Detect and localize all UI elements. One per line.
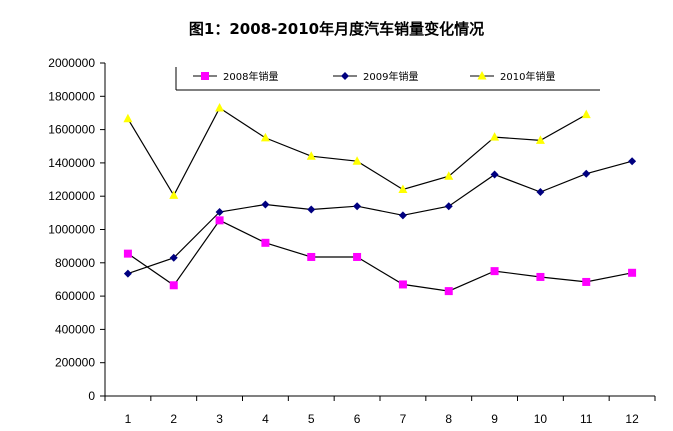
series-3-point <box>352 156 362 165</box>
series-3-point <box>490 132 500 141</box>
y-tick-label: 1400000 <box>48 156 95 170</box>
legend-label-1: 2008年销量 <box>223 70 278 83</box>
series-1-point <box>353 252 362 261</box>
series-3-point <box>306 151 316 160</box>
legend-marker-2 <box>341 72 349 80</box>
series-1-point <box>261 238 270 247</box>
series-1-point <box>628 268 637 277</box>
series-line-2 <box>127 160 633 275</box>
series-3-point <box>581 109 591 119</box>
series-line-3 <box>127 107 587 197</box>
y-tick-label: 1200000 <box>48 189 95 203</box>
series-3-point <box>215 102 225 112</box>
legend: 2008年销量 2009年销量 2010年销量 <box>175 67 600 91</box>
x-tick-label: 4 <box>262 412 269 426</box>
x-tick-label: 11 <box>580 412 593 426</box>
series-2-point <box>215 208 224 217</box>
series-2-point <box>261 200 270 209</box>
x-tick-label: 8 <box>445 412 452 426</box>
x-tick-label: 1 <box>125 412 132 426</box>
x-tick-label: 12 <box>625 412 639 426</box>
legend-marker-1 <box>201 72 209 80</box>
series-2-point <box>582 169 591 178</box>
series-1-point <box>215 216 224 225</box>
series-2-point <box>123 269 132 278</box>
series-line-1 <box>127 219 633 292</box>
series-2-point <box>398 211 407 220</box>
series-2-point <box>444 202 453 211</box>
y-tick-label: 0 <box>88 389 95 403</box>
x-tick-label: 5 <box>308 412 315 426</box>
series-1-point <box>123 249 132 258</box>
y-tick-label: 1000000 <box>48 223 95 237</box>
series-2-point <box>536 188 545 197</box>
legend-marker-3 <box>477 71 487 80</box>
x-tick-label: 6 <box>354 412 361 426</box>
series-1-point <box>536 272 545 281</box>
y-tick-label: 400000 <box>55 322 95 336</box>
series-2-point <box>307 205 316 214</box>
axes: 0 200000 400000 600000 800000 1000000 1200000 1… <box>48 56 656 426</box>
legend-label-3: 2010年销量 <box>500 70 555 83</box>
legend-label-2: 2009年销量 <box>363 70 418 83</box>
series-1-point <box>307 252 316 261</box>
series-1-point <box>444 287 453 296</box>
series-3-point <box>169 190 179 199</box>
y-tick-label: 1800000 <box>48 89 95 103</box>
series-lines <box>127 107 633 292</box>
series-2-point <box>353 202 362 211</box>
chart-title: 图1：2008-2010年月度汽车销量变化情况 <box>188 20 485 38</box>
series-1-point <box>582 277 591 286</box>
x-tick-label: 10 <box>534 412 548 426</box>
y-tick-label: 2000000 <box>48 56 95 70</box>
series-2-point <box>169 253 178 262</box>
y-tick-label: 200000 <box>55 356 95 370</box>
series-3-point <box>398 184 408 194</box>
series-3-point <box>444 171 454 180</box>
x-tick-label: 9 <box>491 412 498 426</box>
series-1-point <box>490 267 499 276</box>
x-tick-label: 2 <box>170 412 177 426</box>
series-3-point <box>260 132 270 142</box>
x-tick-label: 3 <box>216 412 223 426</box>
series-2-point <box>490 170 499 179</box>
series-2-point <box>628 157 637 166</box>
series-markers <box>123 102 637 296</box>
y-tick-label: 600000 <box>55 289 95 303</box>
series-3-point <box>123 113 133 123</box>
y-tick-label: 1600000 <box>48 123 95 137</box>
series-3-point <box>535 135 545 144</box>
x-tick-label: 7 <box>400 412 407 426</box>
series-1-point <box>169 281 178 290</box>
y-tick-label: 800000 <box>55 256 95 270</box>
series-1-point <box>398 280 407 289</box>
